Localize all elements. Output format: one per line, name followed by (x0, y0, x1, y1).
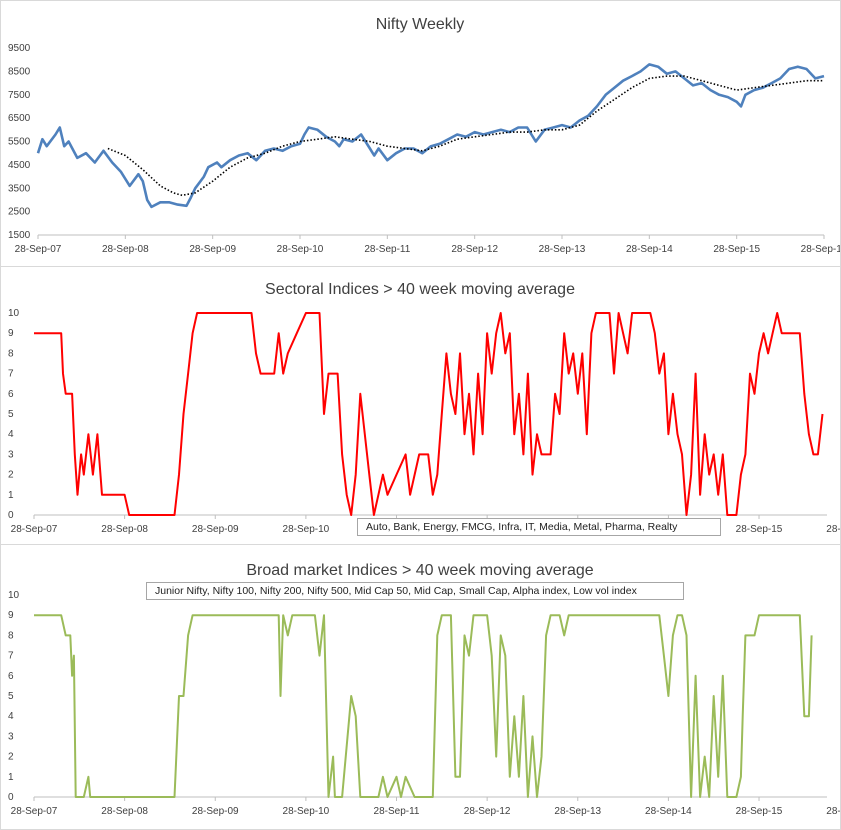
y-tick-label: 9 (8, 610, 14, 621)
series-line-sectoral (34, 312, 824, 516)
y-tick-label: 6500 (8, 113, 31, 124)
x-tick-label: 28-Sep-12 (451, 244, 498, 255)
sectoral-indices-panel: Sectoral Indices > 40 week moving averag… (0, 266, 841, 545)
x-tick-label: 28-Sep-11 (364, 244, 410, 255)
x-tick-label: 28-Sep-12 (464, 806, 511, 817)
x-tick-label: 28-Sep-07 (15, 244, 62, 255)
series-line-broad-market (34, 614, 813, 798)
broad-market-annotation: Junior Nifty, Nifty 100, Nifty 200, Nift… (146, 582, 684, 600)
chart-title: Sectoral Indices > 40 week moving averag… (265, 281, 575, 298)
y-tick-label: 8 (8, 348, 14, 359)
x-tick-label: 28-Sep-08 (102, 244, 149, 255)
x-tick-label: 28-Sep-15 (736, 524, 783, 535)
sectoral-annotation: Auto, Bank, Energy, FMCG, Infra, IT, Med… (357, 518, 721, 536)
y-tick-label: 9 (8, 328, 14, 339)
y-tick-label: 0 (8, 792, 14, 803)
x-tick-label: 28-Sep-09 (189, 244, 236, 255)
y-tick-label: 2 (8, 470, 14, 481)
x-tick-label: 28-Sep-10 (283, 524, 330, 535)
y-tick-label: 4500 (8, 160, 31, 171)
y-tick-label: 5 (8, 409, 14, 420)
x-tick-label: 28-Sep-10 (277, 244, 324, 255)
x-tick-label: 28-Sep-09 (192, 806, 239, 817)
x-tick-label: 28-Sep-14 (626, 244, 673, 255)
y-tick-label: 9500 (8, 43, 31, 54)
y-tick-label: 0 (8, 510, 14, 521)
y-tick-label: 7500 (8, 90, 31, 101)
y-tick-label: 6 (8, 389, 14, 400)
series-line-nifty (36, 63, 825, 209)
y-tick-label: 4 (8, 429, 14, 440)
series-line-40-week-moving-average (107, 75, 824, 197)
x-tick-label: 28-Sep-15 (736, 806, 783, 817)
x-tick-label: 28-Sep-08 (101, 524, 148, 535)
y-tick-label: 8 (8, 630, 14, 641)
x-tick-label: 28-Sep-14 (645, 806, 692, 817)
x-tick-label: 28-Sep-09 (192, 524, 239, 535)
broad-market-panel: Broad market Indices > 40 week moving av… (0, 544, 841, 830)
y-tick-label: 6 (8, 671, 14, 682)
x-tick-label: 28-Sep-16 (801, 244, 840, 255)
y-tick-label: 8500 (8, 66, 31, 77)
y-tick-label: 5500 (8, 137, 31, 148)
sectoral-indices-chart: Sectoral Indices > 40 week moving averag… (8, 281, 840, 535)
broad-market-chart: Broad market Indices > 40 week moving av… (8, 562, 840, 817)
y-tick-label: 10 (8, 308, 20, 319)
y-tick-label: 2500 (8, 207, 31, 218)
nifty-weekly-panel: Nifty Weekly 1500 2500 3500 4500 5500 6500 750… (0, 0, 841, 267)
chart-title: Nifty Weekly (376, 16, 465, 33)
y-tick-label: 1 (8, 490, 14, 501)
x-tick-label: 28-Sep-07 (11, 806, 58, 817)
x-tick-label: 28-Sep-16 (826, 806, 840, 817)
y-tick-label: 3500 (8, 183, 31, 194)
y-tick-label: 2 (8, 752, 14, 763)
y-tick-label: 3 (8, 449, 14, 460)
x-tick-label: 28-Sep-08 (101, 806, 148, 817)
x-tick-label: 28-Sep-13 (539, 244, 586, 255)
nifty-weekly-chart: Nifty Weekly 1500 2500 3500 4500 5500 6500 750… (8, 16, 840, 255)
y-tick-label: 7 (8, 651, 14, 662)
x-tick-label: 28-Sep-07 (11, 524, 58, 535)
y-tick-label: 7 (8, 369, 14, 380)
y-tick-label: 4 (8, 711, 14, 722)
x-tick-label: 28-Sep-13 (554, 806, 601, 817)
y-tick-label: 5 (8, 691, 14, 702)
x-tick-label: 28-Sep-11 (374, 806, 420, 817)
x-tick-label: 28-Sep-15 (713, 244, 760, 255)
y-tick-label: 3 (8, 731, 14, 742)
y-tick-label: 1500 (8, 230, 31, 241)
y-tick-label: 10 (8, 590, 20, 601)
x-tick-label: 28-Sep-10 (283, 806, 330, 817)
y-tick-label: 1 (8, 772, 14, 783)
chart-title: Broad market Indices > 40 week moving av… (246, 562, 593, 579)
x-tick-label: 28-Sep-16 (826, 524, 840, 535)
